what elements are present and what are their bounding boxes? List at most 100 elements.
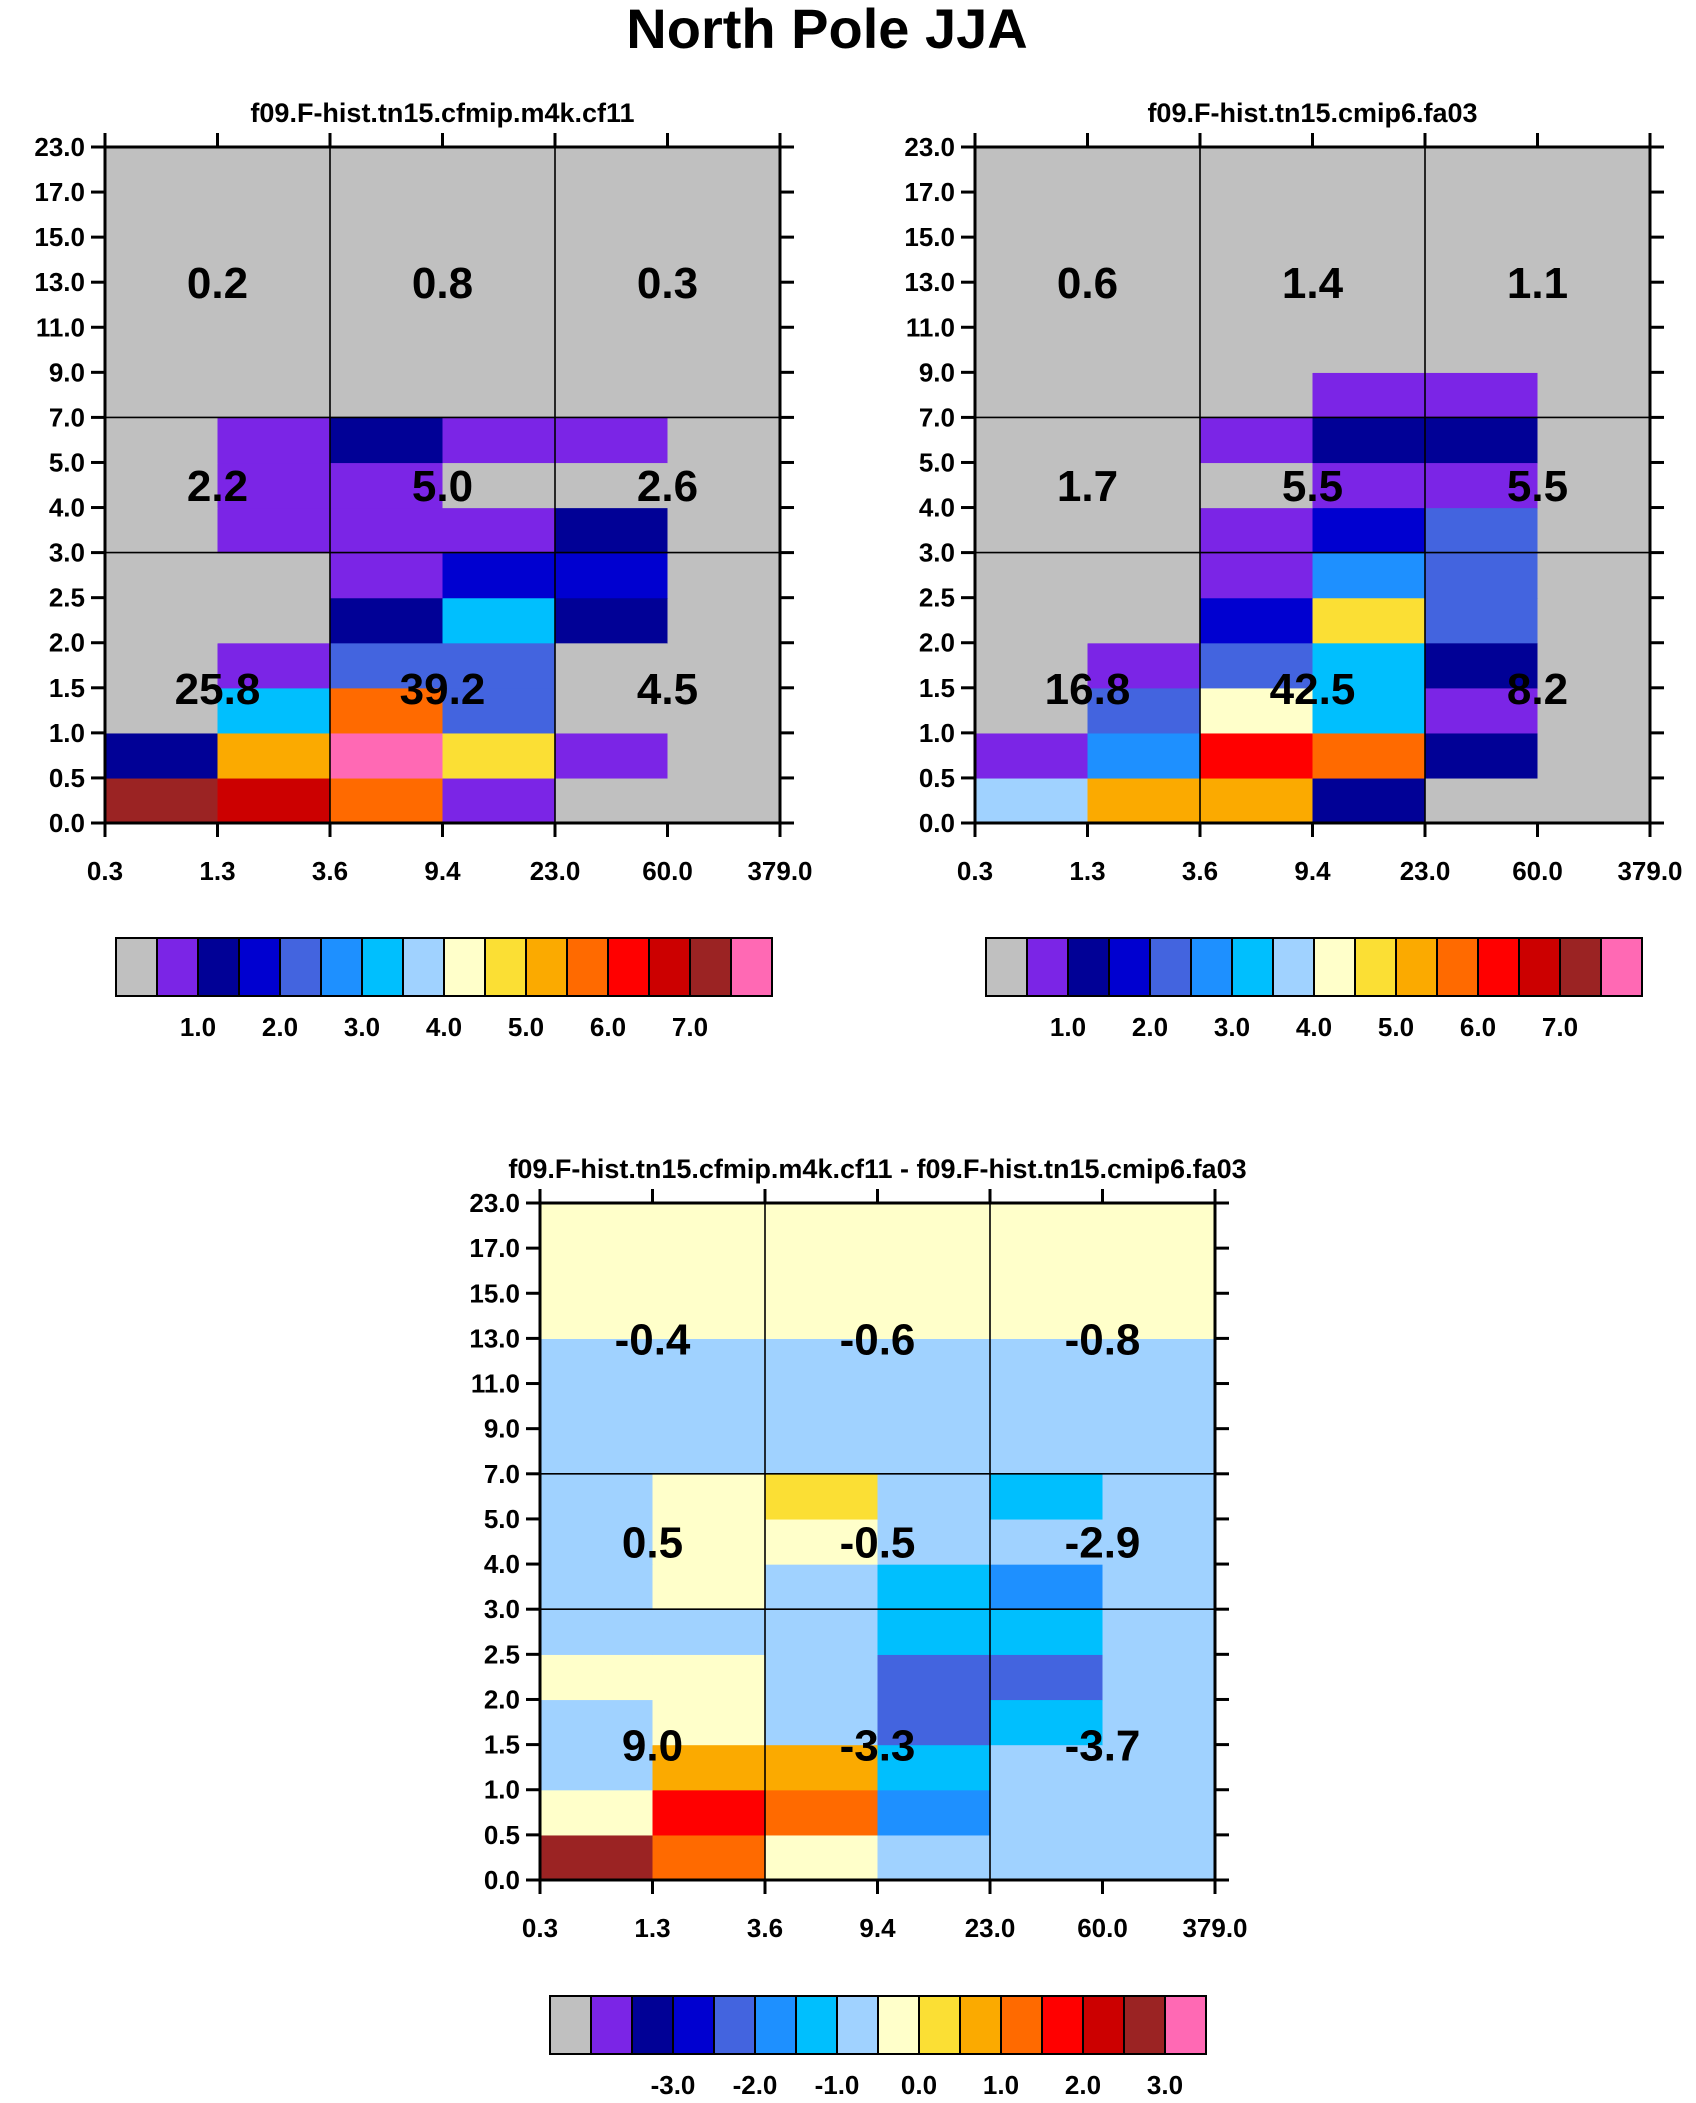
heatmap-cell	[877, 1699, 991, 1746]
heatmap-cell	[1102, 1699, 1216, 1746]
group-dividers	[105, 147, 780, 823]
x-tick-label: 9.4	[424, 856, 461, 886]
heatmap-cell	[1425, 597, 1539, 644]
heatmap-cell	[1312, 507, 1426, 554]
y-axis	[526, 1201, 1229, 1882]
y-axis	[91, 145, 794, 825]
x-tick-label: 9.4	[859, 1913, 896, 1943]
heatmap-cell	[1087, 777, 1201, 824]
heatmap-cell	[1200, 237, 1314, 283]
figure-title: North Pole JJA	[626, 0, 1027, 60]
heatmap-cell	[1102, 1248, 1216, 1294]
heatmap-cell	[540, 1564, 654, 1610]
colorbar-box	[689, 937, 732, 997]
heatmap-cell	[1087, 417, 1201, 464]
heatmap-cell	[667, 192, 781, 238]
y-tick-label: 5.0	[49, 447, 85, 477]
heatmap-cell	[877, 1518, 991, 1565]
heatmap-cell	[555, 732, 669, 779]
y-tick-label: 17.0	[469, 1233, 520, 1263]
heatmap-cell	[217, 417, 331, 464]
x-tick-label: 0.3	[957, 856, 993, 886]
heatmap-cell	[877, 1564, 991, 1610]
heatmap-cell	[1087, 192, 1201, 238]
heatmap-cell	[765, 1789, 879, 1836]
heatmap-cell	[442, 327, 556, 373]
heatmap-cell	[975, 147, 1089, 193]
colorbar-box	[1272, 937, 1315, 997]
heatmap-cell	[1425, 462, 1539, 509]
heatmap-cell	[217, 192, 331, 238]
colorbar-box	[525, 937, 568, 997]
heatmap-cell	[217, 507, 331, 554]
y-tick-label: 0.0	[919, 808, 955, 838]
heatmap-cell	[990, 1383, 1104, 1430]
heatmap-cell	[975, 192, 1089, 238]
colorbar-box	[1436, 937, 1479, 997]
heatmap-cell	[330, 642, 444, 689]
heatmap-cell	[105, 687, 219, 734]
heatmap-cell	[877, 1203, 991, 1249]
colorbar-box	[115, 937, 158, 997]
colorbar-box	[1067, 937, 1110, 997]
heatmap-cell	[217, 732, 331, 779]
heatmap-cell	[105, 597, 219, 644]
heatmap-cell	[1102, 1834, 1216, 1881]
heatmap-cell	[217, 147, 331, 193]
heatmap-cell	[1312, 372, 1426, 418]
heatmap-cell	[1312, 192, 1426, 238]
heatmap-cell	[765, 1293, 879, 1339]
heatmap-cell	[1102, 1428, 1216, 1475]
group-value-label: 0.5	[622, 1519, 683, 1568]
heatmap-cell	[652, 1473, 766, 1520]
heatmap-cell	[555, 507, 669, 554]
heatmap-cell	[330, 597, 444, 644]
heatmap-cell	[330, 147, 444, 193]
heatmap-cell	[765, 1383, 879, 1430]
colorbar-label: 4.0	[426, 1012, 462, 1042]
heatmap-cell	[442, 597, 556, 644]
group-value-label: -0.6	[840, 1315, 916, 1364]
y-tick-label: 2.5	[919, 583, 955, 613]
heatmap-cell	[105, 417, 219, 464]
colorbar-box	[959, 1995, 1002, 2055]
heatmap-cell	[442, 642, 556, 689]
heatmap-cell	[442, 507, 556, 554]
heatmap-cell	[1425, 507, 1539, 554]
colorbar-label: 3.0	[1214, 1012, 1250, 1042]
panel-title: f09.F-hist.tn15.cfmip.m4k.cf11	[250, 98, 634, 128]
heatmap-cell	[1102, 1293, 1216, 1339]
heatmap-cell	[1425, 192, 1539, 238]
y-tick-label: 3.0	[484, 1594, 520, 1624]
heatmap-cell	[877, 1609, 991, 1655]
y-tick-label: 7.0	[49, 402, 85, 432]
heatmap-cell	[652, 1383, 766, 1430]
y-tick-label: 1.0	[484, 1775, 520, 1805]
heatmap-cell	[990, 1293, 1104, 1339]
y-tick-label: 9.0	[484, 1414, 520, 1444]
heatmap-cell	[765, 1609, 879, 1655]
heatmap-cell	[555, 282, 669, 328]
y-tick-label: 1.5	[919, 673, 955, 703]
colorbar-box	[754, 1995, 797, 2055]
heatmap-cell	[1537, 642, 1651, 689]
heatmap-cell	[1087, 147, 1201, 193]
heatmap-cell	[105, 777, 219, 824]
heatmap-cell	[442, 552, 556, 599]
x-tick-label: 9.4	[1294, 856, 1331, 886]
heatmap-cells	[975, 147, 1651, 824]
colorbar-box	[361, 937, 404, 997]
colorbar-label: 0.0	[901, 2070, 937, 2100]
x-tick-label: 60.0	[1077, 1913, 1128, 1943]
heatmap-cell	[765, 1473, 879, 1520]
heatmap-cell	[1102, 1654, 1216, 1701]
heatmap-cell	[540, 1699, 654, 1746]
group-value-label: -3.7	[1065, 1722, 1141, 1771]
heatmap-cell	[652, 1564, 766, 1610]
heatmap-cell	[330, 687, 444, 734]
heatmap-cell	[667, 237, 781, 283]
heatmap-cell	[990, 1609, 1104, 1655]
y-tick-label: 13.0	[904, 267, 955, 297]
y-tick-label: 13.0	[469, 1323, 520, 1353]
heatmap-cell	[1425, 777, 1539, 824]
